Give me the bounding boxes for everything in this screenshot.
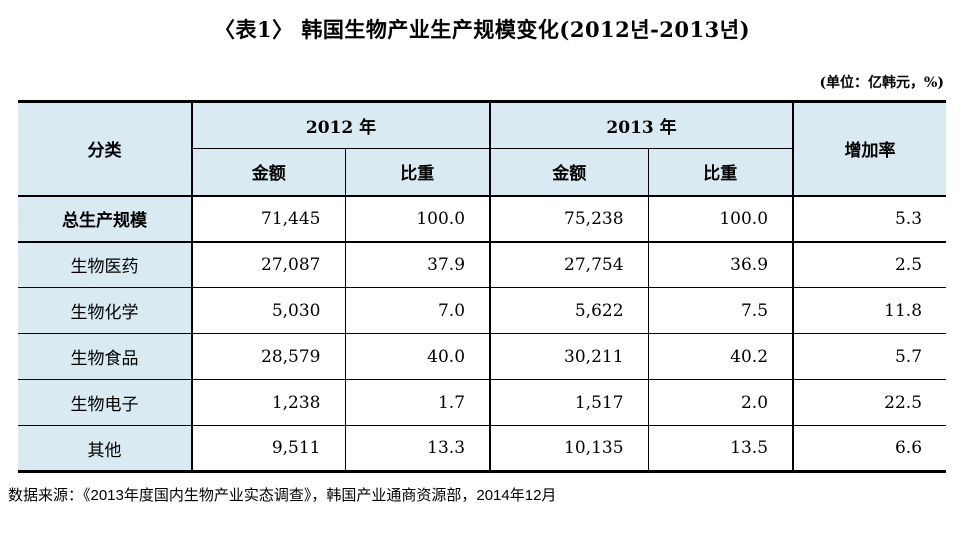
cell-share-2012: 40.0 [344, 333, 491, 380]
table-row-biofood: 生物食品 28,579 40.0 30,211 40.2 5.7 [18, 333, 947, 380]
page: 〈表1〉 韩国生物产业生产规模变化(2012년-2013년) (单位：亿韩元，%… [8, 17, 947, 504]
cell-amount-2013: 30,211 [489, 333, 649, 380]
cell-share-2013: 13.5 [647, 425, 794, 472]
cell-growth: 5.3 [792, 195, 947, 243]
data-table: 分类 2012 年 2013 年 增加率 金额 比重 金额 比重 总生产规模 7… [18, 100, 947, 473]
cell-share-2012: 1.7 [344, 379, 491, 426]
source-note: 数据来源：《2013年度国内生物产业实态调查》，韩国产业通商资源部，2014年1… [8, 487, 557, 504]
table-row-biochemistry: 生物化学 5,030 7.0 5,622 7.5 11.8 [18, 287, 947, 334]
cell-amount-2012: 27,087 [191, 241, 345, 288]
col-group-2013: 2013 年 [489, 101, 794, 149]
cell-growth: 11.8 [792, 287, 947, 334]
table-row-total: 总生产规模 71,445 100.0 75,238 100.0 5.3 [18, 195, 947, 243]
cell-growth: 2.5 [792, 241, 947, 288]
cell-share-2013: 36.9 [647, 241, 794, 288]
cell-amount-2013: 5,622 [489, 287, 649, 334]
cell-amount-2013: 1,517 [489, 379, 649, 426]
cell-amount-2012: 71,445 [191, 195, 345, 243]
col-header-share-2012: 比重 [344, 148, 491, 197]
header-row-subcolumns: 金额 比重 金额 比重 [18, 148, 946, 197]
header-row-groups: 分类 2012 年 2013 年 增加率 [18, 101, 947, 197]
cell-share-2012: 37.9 [344, 241, 491, 288]
cell-amount-2012: 28,579 [191, 333, 345, 380]
col-header-amount-2012: 金额 [191, 148, 345, 197]
table-header: 分类 2012 年 2013 年 增加率 金额 比重 金额 比重 [18, 101, 947, 197]
page-title: 〈表1〉 韩国生物产业生产规模变化(2012년-2013년) [213, 17, 751, 42]
cell-share-2013: 7.5 [647, 287, 794, 334]
cell-share-2013: 100.0 [647, 195, 794, 243]
cell-amount-2013: 27,754 [489, 241, 649, 288]
table-row-other: 其他 9,511 13.3 10,135 13.5 6.6 [18, 425, 947, 472]
cell-share-2012: 100.0 [344, 195, 491, 243]
cell-share-2013: 2.0 [647, 379, 794, 426]
cell-amount-2013: 10,135 [489, 425, 649, 472]
cell-amount-2012: 1,238 [191, 379, 345, 426]
cell-amount-2012: 5,030 [191, 287, 345, 334]
cell-category: 生物化学 [18, 287, 192, 334]
cell-amount-2012: 9,511 [191, 425, 345, 472]
cell-share-2012: 7.0 [344, 287, 491, 334]
table-row-biopharma: 生物医药 27,087 37.9 27,754 36.9 2.5 [18, 241, 947, 288]
cell-share-2013: 40.2 [647, 333, 794, 380]
col-group-2012: 2012 年 [190, 101, 491, 149]
cell-growth: 22.5 [792, 379, 947, 426]
cell-category: 生物食品 [18, 333, 192, 380]
table-row-bioelectronics: 生物电子 1,238 1.7 1,517 2.0 22.5 [18, 379, 947, 426]
col-header-share-2013: 比重 [647, 148, 794, 197]
cell-growth: 5.7 [792, 333, 947, 380]
cell-category: 生物医药 [18, 241, 192, 288]
table-body: 总生产规模 71,445 100.0 75,238 100.0 5.3 生物医药… [18, 195, 947, 472]
unit-note: (单位：亿韩元，%) [819, 75, 944, 91]
cell-category: 生物电子 [18, 379, 192, 426]
cell-amount-2013: 75,238 [489, 195, 649, 243]
cell-growth: 6.6 [792, 425, 947, 472]
col-header-growth: 增加率 [792, 101, 947, 197]
col-header-amount-2013: 金额 [489, 148, 649, 197]
cell-category: 其他 [18, 425, 192, 472]
col-header-category: 分类 [18, 101, 192, 197]
cell-share-2012: 13.3 [344, 425, 491, 472]
cell-category: 总生产规模 [18, 195, 192, 243]
